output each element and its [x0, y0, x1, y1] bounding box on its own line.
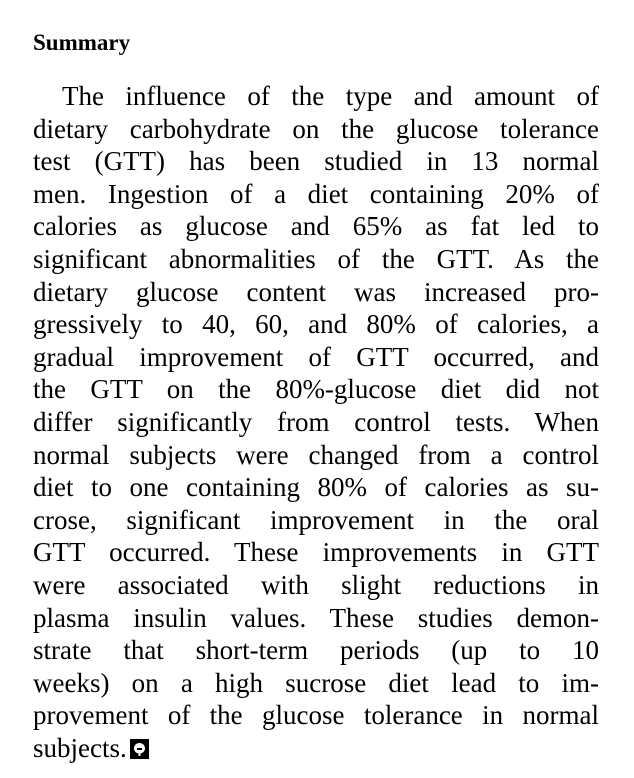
abstract-line: dietary glucose content was increased pr…: [33, 276, 599, 307]
abstract-line: strate that short-term periods (up to 10: [33, 635, 599, 666]
journal-end-mark-icon: [129, 738, 149, 759]
abstract-line: dietary carbohydrate on the glucose tole…: [33, 113, 599, 144]
abstract-line: men. Ingestion of a diet containing 20% …: [33, 178, 599, 209]
abstract-line: The influence of the type and amount of: [62, 81, 599, 111]
abstract-line-text: subjects.: [33, 732, 127, 763]
abstract-line: diet to one containing 80% of calories a…: [33, 472, 599, 503]
section-heading: Summary: [33, 30, 131, 55]
abstract-line: differ significantly from control tests.…: [33, 406, 599, 437]
abstract-line: the GTT on the 80%-glucose diet did not: [33, 374, 599, 405]
abstract-line: weeks) on a high sucrose diet lead to im…: [33, 667, 599, 698]
abstract-line: calories as glucose and 65% as fat led t…: [33, 211, 599, 242]
abstract-line: were associated with slight reductions i…: [33, 569, 599, 600]
abstract-line: provement of the glucose tolerance in no…: [33, 700, 599, 731]
abstract-line: crose, significant improvement in the or…: [33, 504, 599, 535]
abstract-line: normal subjects were changed from a cont…: [33, 439, 599, 470]
abstract-line: plasma insulin values. These studies dem…: [33, 602, 599, 633]
abstract-line: gradual improvement of GTT occurred, and: [33, 341, 599, 372]
abstract-line: gressively to 40, 60, and 80% of calorie…: [33, 309, 599, 340]
abstract-paragraph: The influence of the type and amount of …: [33, 80, 599, 764]
abstract-line: test (GTT) has been studied in 13 normal: [33, 146, 599, 177]
abstract-line: GTT occurred. These improvements in GTT: [33, 537, 599, 568]
abstract-last-line: subjects.: [33, 732, 599, 765]
article-page: Summary The influence of the type and am…: [33, 28, 599, 764]
abstract-line: significant abnormalities of the GTT. As…: [33, 243, 599, 274]
